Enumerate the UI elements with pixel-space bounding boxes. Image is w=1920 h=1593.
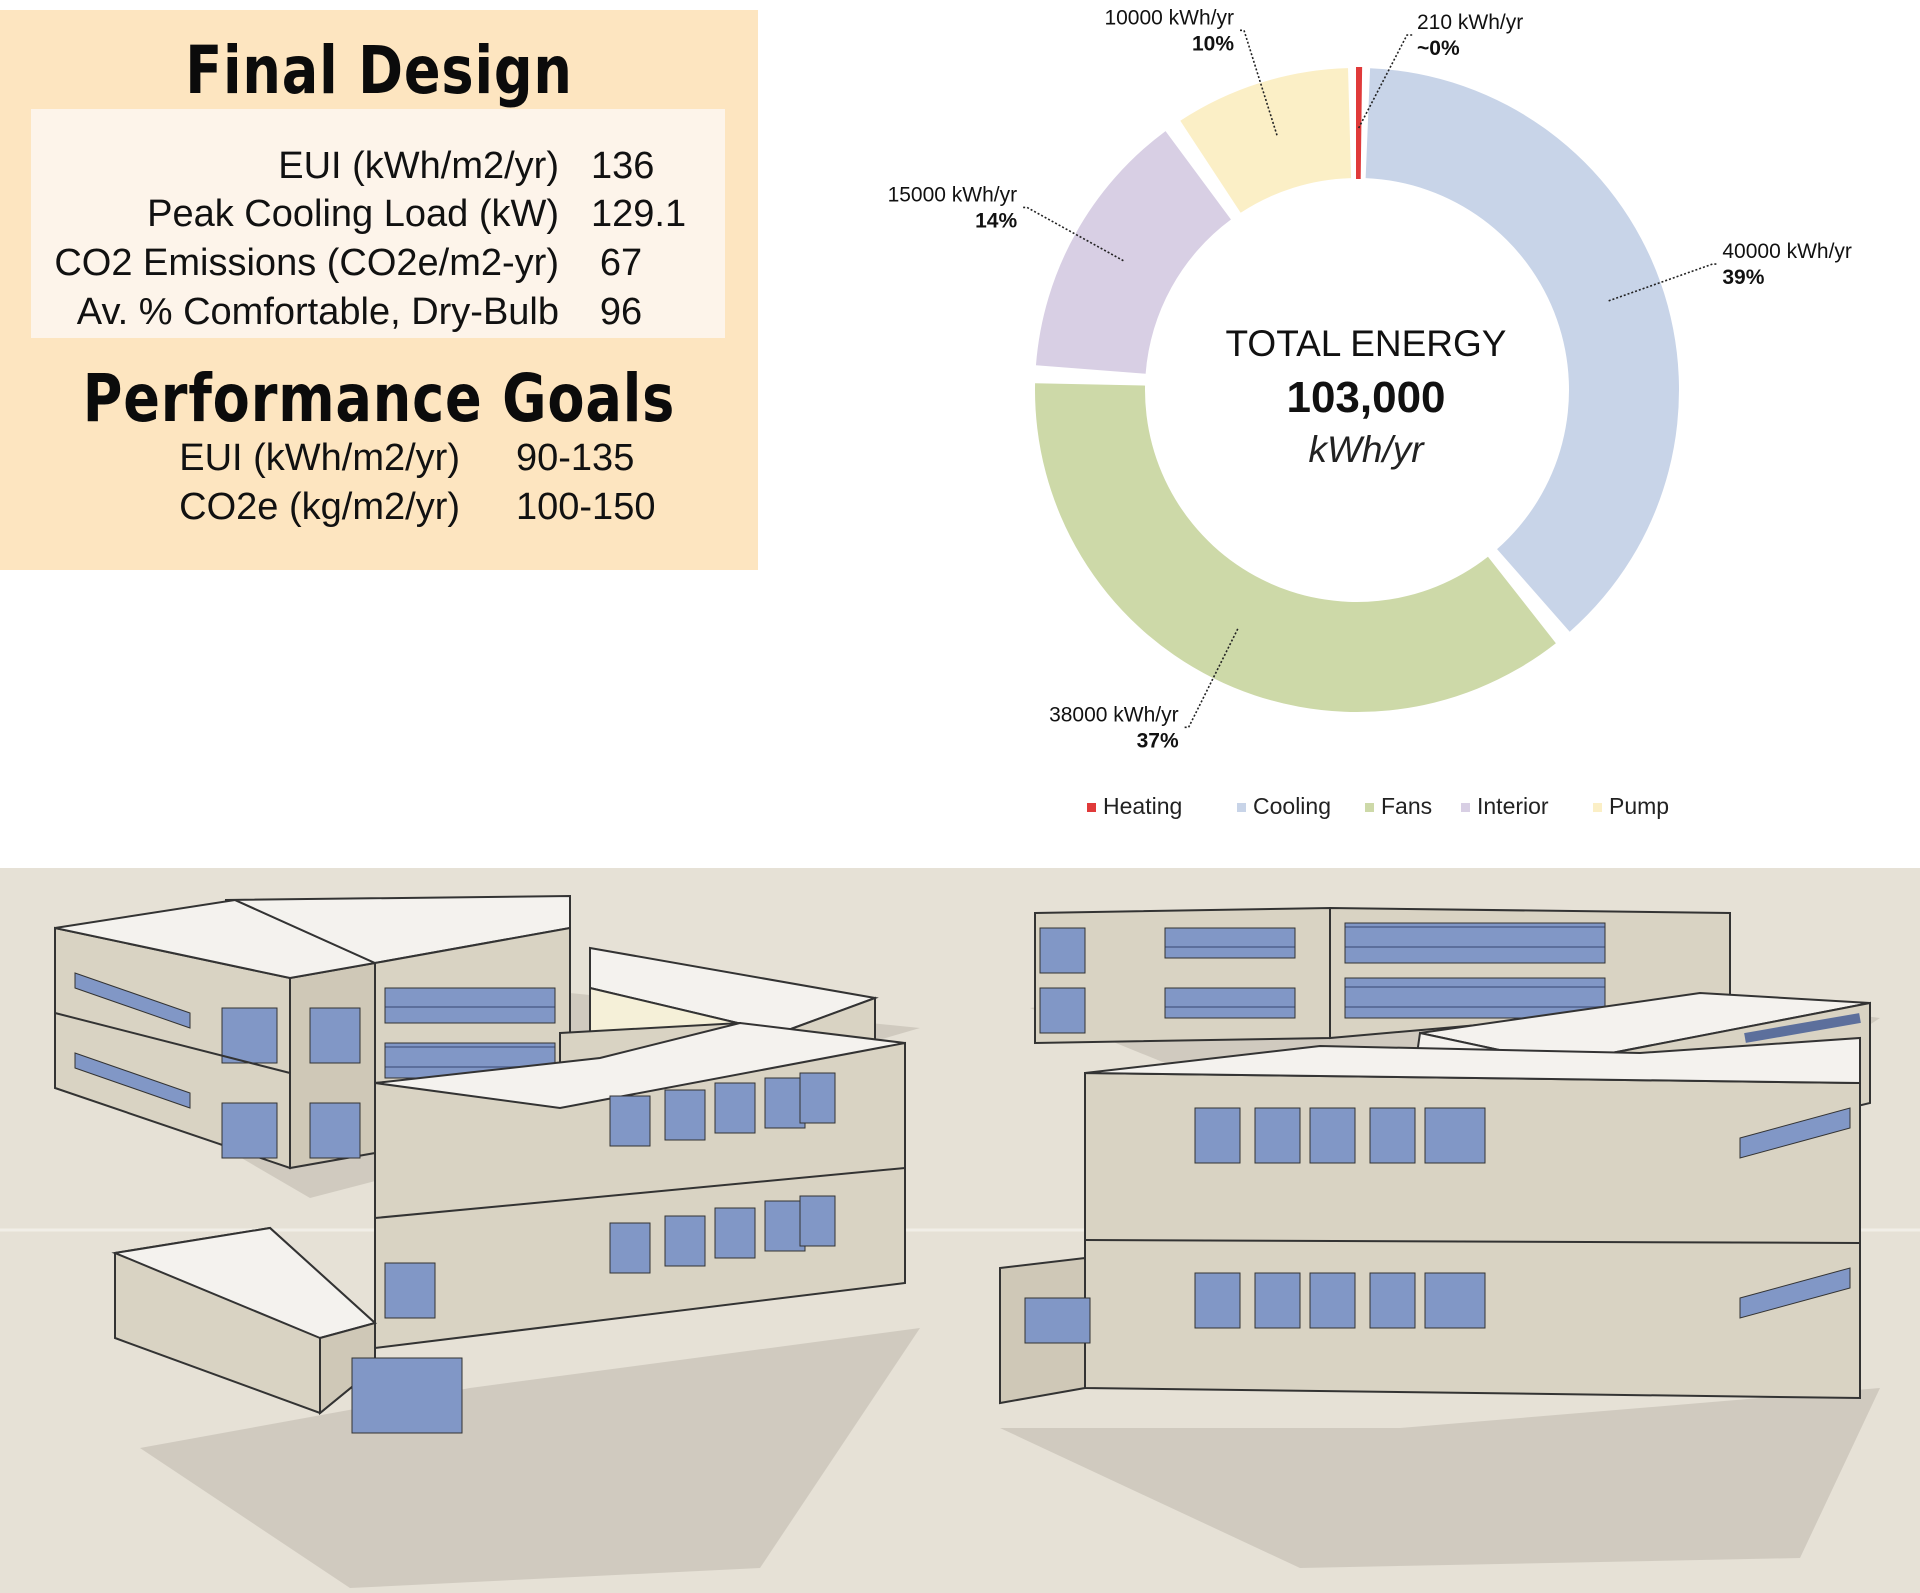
slice-cooling [1365,68,1679,632]
metric-row: Peak Cooling Load (kW) 129.1 [31,193,725,241]
metric-value: 96 [599,291,643,333]
building-view-3 [111,1021,920,1588]
metric-label: Peak Cooling Load (kW) [147,193,559,235]
center-unit: kWh/yr [1308,429,1425,470]
goal-row: CO2e (kg/m2/yr) 100-150 [0,486,758,534]
slice-percent-label: 14% [975,209,1017,232]
legend-item-interior: Interior [1477,793,1549,819]
slice-pump [1180,68,1352,213]
legend-item-cooling: Cooling [1253,793,1331,819]
goal-row: EUI (kWh/m2/yr) 90-135 [0,437,758,485]
metric-label: EUI (kWh/m2/yr) [278,145,559,187]
goal-value: 90-135 [516,437,635,479]
slice-heating [1356,66,1363,180]
goal-label: CO2e (kg/m2/yr) [179,486,460,528]
slice-value-label: 210 kWh/yr [1417,11,1523,34]
slice-percent-label: 39% [1722,266,1764,289]
slice-percent-label: ~0% [1417,37,1460,60]
donut-center: TOTAL ENERGY 103,000 kWh/yr [1226,323,1507,470]
metric-row: EUI (kWh/m2/yr) 136 [31,145,725,193]
legend-swatch [1237,803,1246,812]
building-view-4 [999,1036,1880,1568]
legend-item-heating: Heating [1103,793,1182,819]
summary-panel: Final Design EUI (kWh/m2/yr) 136 Peak Co… [0,10,758,570]
window-band-lower [609,1195,836,1274]
metric-value: 129.1 [591,193,687,235]
donut-slices [1035,66,1679,712]
window-grid-upper [1194,1107,1486,1164]
metrics-box: EUI (kWh/m2/yr) 136 Peak Cooling Load (k… [31,109,725,338]
slice-value-label: 38000 kWh/yr [1049,703,1179,726]
legend-item-pump: Pump [1609,793,1669,819]
window-band-upper [609,1072,836,1147]
leader-line [1608,263,1719,302]
legend-swatch [1461,803,1470,812]
leader-line [1357,34,1413,129]
final-design-title: Final Design [185,32,573,109]
slice-percent-label: 10% [1192,32,1234,55]
metric-row: CO2 Emissions (CO2e/m2-yr) 67 [31,242,725,290]
performance-goals-title: Performance Goals [82,360,676,437]
slice-interior [1035,131,1231,374]
chart-legend: Heating Cooling Fans Interior Pump [1087,793,1669,819]
building-renderings [0,868,1920,1593]
slice-value-label: 40000 kWh/yr [1722,240,1852,263]
window-grid-lower [1194,1272,1486,1329]
metric-label: CO2 Emissions (CO2e/m2-yr) [54,242,559,284]
metric-row: Av. % Comfortable, Dry-Bulb 96 [31,291,725,339]
legend-item-fans: Fans [1381,793,1432,819]
center-title: TOTAL ENERGY [1226,323,1507,364]
metric-value: 136 [591,145,655,187]
goal-value: 100-150 [516,486,656,528]
metric-value: 67 [599,242,643,284]
legend-swatch [1593,803,1602,812]
slice-value-label: 15000 kWh/yr [888,183,1018,206]
slice-labels: 210 kWh/yr ~0% 40000 kWh/yr 39% 38000 kWh/yr… [888,6,1852,752]
slice-value-label: 10000 kWh/yr [1104,6,1234,29]
legend-swatch [1087,803,1096,812]
metric-label: Av. % Comfortable, Dry-Bulb [76,291,559,333]
leader-line [1182,628,1239,729]
slice-percent-label: 37% [1137,729,1179,752]
slice-fans [1035,383,1556,712]
center-value: 103,000 [1286,373,1445,422]
legend-swatch [1365,803,1374,812]
goal-label: EUI (kWh/m2/yr) [179,437,460,479]
energy-donut-chart: 210 kWh/yr ~0% 40000 kWh/yr 39% 38000 kWh/yr… [888,6,1852,819]
